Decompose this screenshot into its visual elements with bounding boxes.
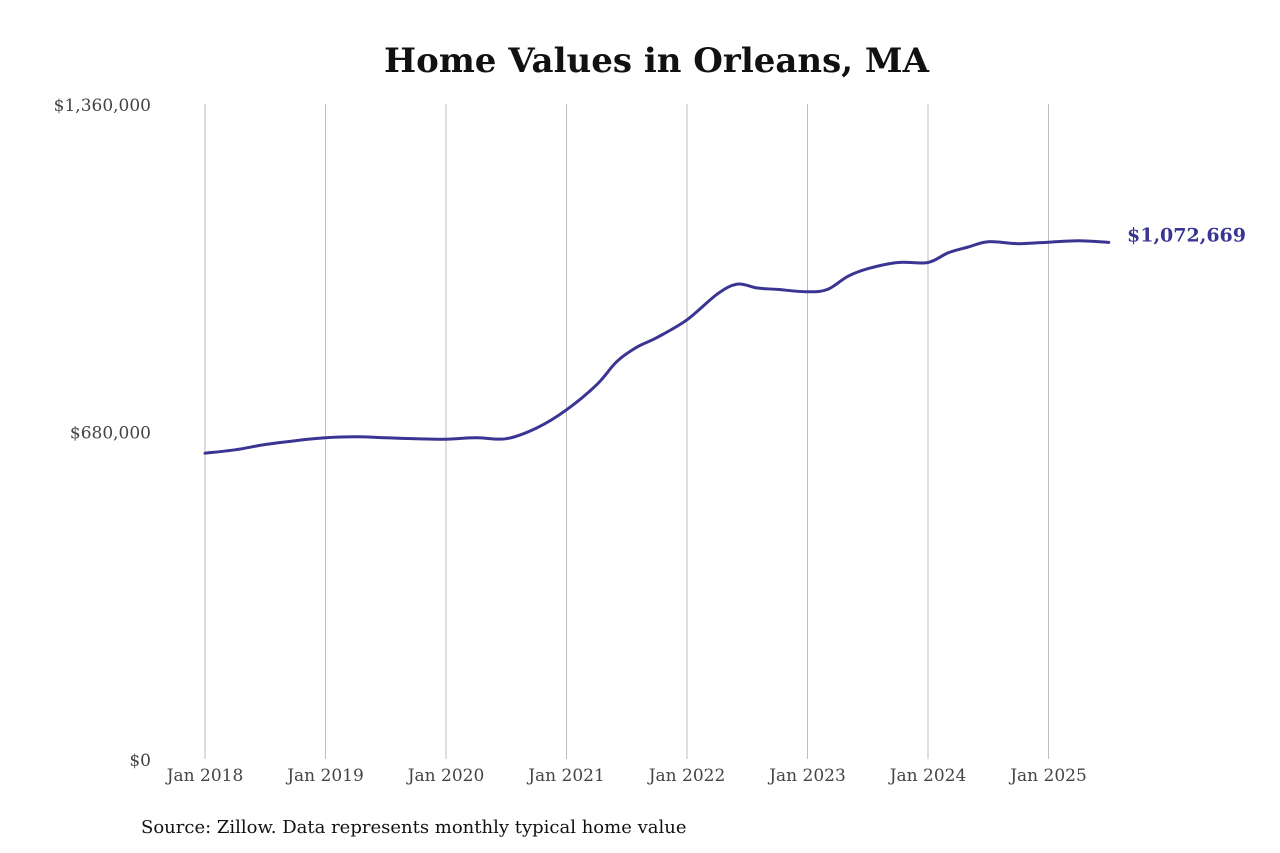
gridlines bbox=[204, 104, 1049, 759]
y-tick-label: $1,360,000 bbox=[54, 96, 151, 116]
y-tick-label: $680,000 bbox=[70, 424, 151, 444]
source-note: Source: Zillow. Data represents monthly … bbox=[141, 817, 687, 838]
x-tick-label: Jan 2019 bbox=[285, 766, 364, 786]
x-tick-label: Jan 2022 bbox=[647, 766, 726, 786]
x-tick-label: Jan 2024 bbox=[888, 766, 967, 786]
end-label-layer: $1,072,669 bbox=[1127, 224, 1246, 246]
x-tick-label: Jan 2018 bbox=[165, 766, 244, 786]
series-layer bbox=[203, 239, 1111, 455]
x-tick-label: Jan 2021 bbox=[526, 766, 605, 786]
x-tick-label: Jan 2020 bbox=[406, 766, 485, 786]
chart-title: Home Values in Orleans, MA bbox=[384, 41, 929, 81]
x-tick-label: Jan 2023 bbox=[767, 766, 846, 786]
x-tick-label: Jan 2025 bbox=[1008, 766, 1087, 786]
y-axis-ticks: $0 $680,000 $1,360,000 bbox=[54, 96, 151, 771]
y-tick-label: $0 bbox=[129, 751, 151, 771]
x-axis-ticks: Jan 2018 Jan 2019 Jan 2020 Jan 2021 Jan 2022… bbox=[165, 766, 1087, 786]
series-line bbox=[203, 239, 1111, 455]
end-value-label: $1,072,669 bbox=[1127, 224, 1246, 246]
